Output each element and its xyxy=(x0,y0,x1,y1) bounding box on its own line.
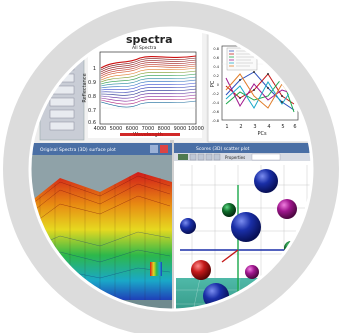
spectra-ytick: 0.8 xyxy=(88,94,96,100)
loadings-ytick: -0.8 xyxy=(212,119,219,123)
surface-title: Original Spectra (3D) surface plot xyxy=(40,147,116,153)
spectra-subtitle: All Spectra xyxy=(132,45,157,51)
panel-button[interactable] xyxy=(49,121,75,131)
toolbar-icon[interactable] xyxy=(205,153,213,161)
loadings-ylabel: PC xyxy=(210,80,216,87)
properties-dropdown[interactable] xyxy=(251,153,281,161)
loadings-ytick: 0.6 xyxy=(213,56,219,60)
spectra-xtick: 5000 xyxy=(110,126,123,132)
loadings-xtick: 4 xyxy=(267,124,270,130)
spectra-ytick: 0.9 xyxy=(88,80,96,86)
spectra-ytick: 0.6 xyxy=(88,120,96,126)
loadings-ytick: -0.6 xyxy=(212,110,219,114)
score-sphere[interactable] xyxy=(222,203,236,217)
spectra-xtick: 6000 xyxy=(126,126,139,132)
spectra-title: spectra xyxy=(126,33,173,46)
score-sphere[interactable] xyxy=(231,212,261,242)
score-sphere[interactable] xyxy=(180,218,196,234)
loadings-xtick: 6 xyxy=(293,124,296,130)
spectra-ytick: 0.7 xyxy=(88,108,96,114)
score-sphere[interactable] xyxy=(254,169,278,193)
panel-button[interactable] xyxy=(49,97,75,107)
scatter-titlebar xyxy=(174,143,312,153)
loadings-ytick: 0 xyxy=(217,83,219,87)
score-sphere[interactable] xyxy=(191,260,211,280)
loadings-ytick: -0.4 xyxy=(212,101,220,105)
loadings-xtick: 1 xyxy=(225,124,228,130)
score-sphere[interactable] xyxy=(277,199,297,219)
toolbar-icon[interactable] xyxy=(178,154,188,160)
colorbar xyxy=(150,262,162,276)
panel-button[interactable] xyxy=(49,109,75,119)
spectra-xtick: 4000 xyxy=(94,126,107,132)
toolbar-icon[interactable] xyxy=(197,153,205,161)
loadings-ytick: 0.2 xyxy=(213,74,219,78)
spectra-window: spectra All Spectra xyxy=(39,28,206,142)
toolbar-icon[interactable] xyxy=(189,153,197,161)
score-sphere[interactable] xyxy=(245,265,259,279)
spectra-xtick: 9000 xyxy=(174,126,187,132)
loadings-xtick: 3 xyxy=(253,124,256,130)
outer-ring xyxy=(3,1,339,333)
loadings-xtick: 5 xyxy=(281,124,284,130)
spectra-xtick: 10000 xyxy=(188,126,204,132)
scatter-title: Scores (3D) scatter plot xyxy=(196,146,250,152)
surface-titlebar xyxy=(30,143,172,155)
spectra-scrollbar[interactable] xyxy=(120,133,180,136)
loadings-ytick: 0.8 xyxy=(213,47,219,51)
properties-label[interactable]: Properties xyxy=(225,155,245,160)
loadings-ytick: -0.2 xyxy=(212,92,219,96)
spectra-xtick: 7000 xyxy=(142,126,155,132)
z-axis-line xyxy=(221,249,239,263)
spectra-ylabel: Reflectance xyxy=(82,73,88,102)
toolbar-icon[interactable] xyxy=(213,153,221,161)
loadings-xtick: 2 xyxy=(239,124,242,130)
loadings-ytick: 0.4 xyxy=(213,65,219,69)
spectra-ytick: 1 xyxy=(93,66,96,72)
window-minimize-icon[interactable] xyxy=(150,145,158,153)
window-close-icon[interactable] xyxy=(160,145,168,153)
loadings-xlabel: PCs xyxy=(257,131,267,137)
spectra-xtick: 8000 xyxy=(158,126,171,132)
inner-ring xyxy=(28,26,314,312)
